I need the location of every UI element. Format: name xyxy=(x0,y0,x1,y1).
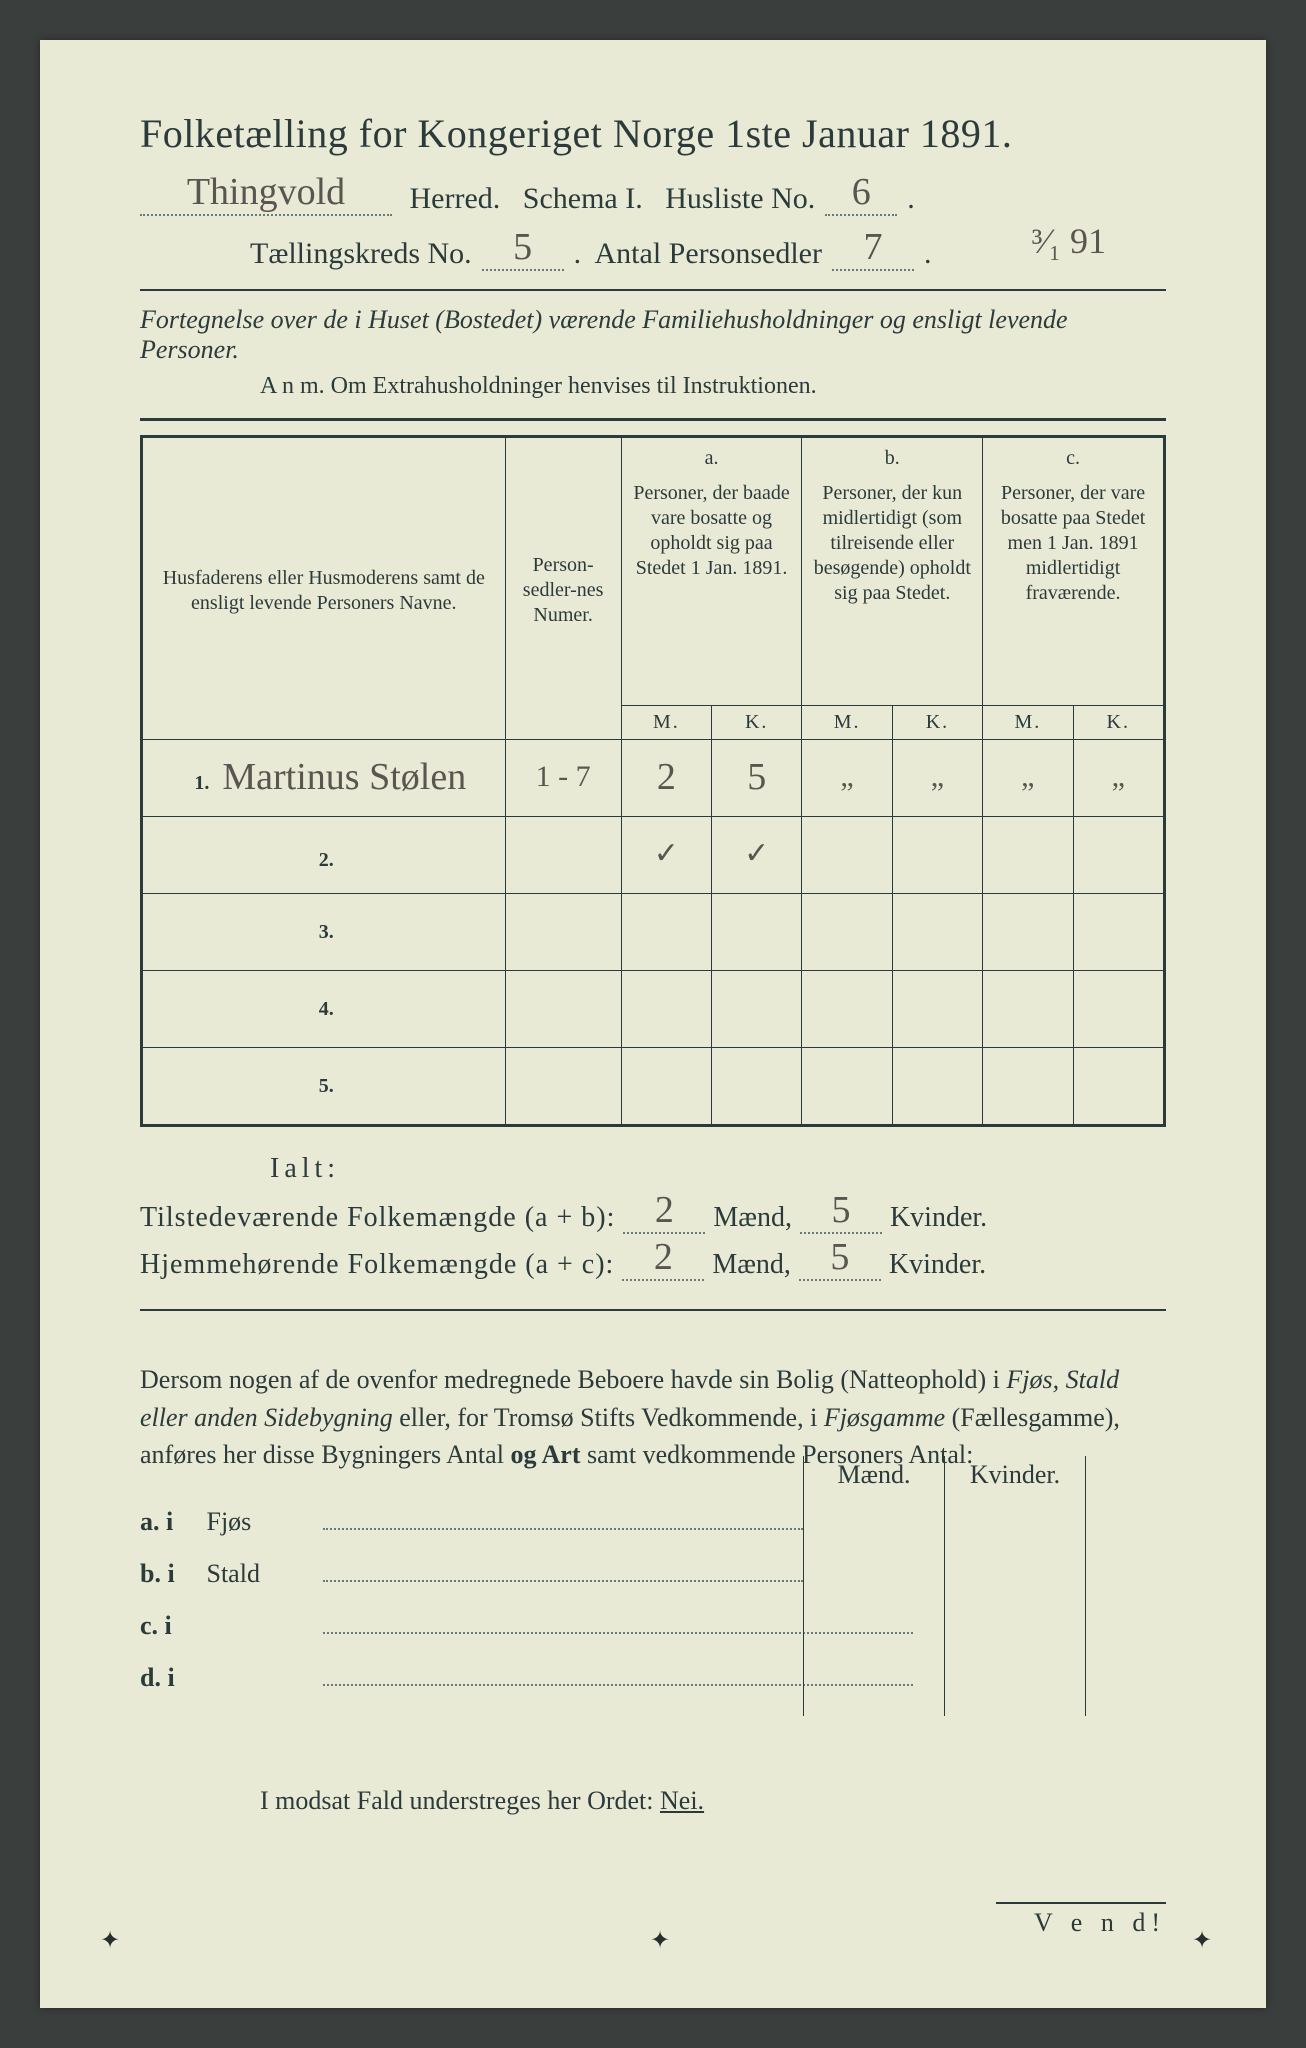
total-ab-label: Tilstedeværende Folkemængde (a + b): xyxy=(140,1202,615,1234)
cell-aK: 5 xyxy=(747,756,766,798)
cell-bM xyxy=(802,817,892,894)
col-maend: Mænd. xyxy=(804,1456,945,1716)
maend-label: Mænd, xyxy=(712,1249,791,1281)
nei-line: I modsat Fald understreges her Ordet: Ne… xyxy=(260,1786,1166,1816)
subcol-m: M. xyxy=(983,706,1073,740)
cell-cM: „ xyxy=(1021,760,1034,793)
household-name: Martinus Stølen xyxy=(222,756,466,798)
table-row: 5. xyxy=(142,1048,1165,1126)
row-number: 5. xyxy=(306,1074,334,1099)
anm-note: A n m. Om Extrahusholdninger henvises ti… xyxy=(260,373,1166,400)
ialt-label: Ialt: xyxy=(270,1153,1166,1185)
col-group-b: Personer, der kun midlertidigt (som tilr… xyxy=(802,475,983,706)
total-ab-m: 2 xyxy=(655,1189,674,1231)
pin-mark: ✦ xyxy=(1192,1934,1206,1948)
row-number: 3. xyxy=(306,920,334,945)
maend-label: Mænd, xyxy=(713,1202,792,1234)
subcol-k: K. xyxy=(712,706,802,740)
kvinder-label: Kvinder. xyxy=(890,1202,987,1234)
total-ac-label: Hjemmehørende Folkemængde (a + c): xyxy=(140,1249,614,1281)
col-group-a: Personer, der baade vare bosatte og opho… xyxy=(621,475,802,706)
household-table: Husfaderens eller Husmoderens samt de en… xyxy=(140,435,1166,1127)
col-group-a-tag: a. xyxy=(621,437,802,476)
cell-bM: „ xyxy=(840,760,853,793)
cell-cK: „ xyxy=(1112,760,1125,793)
page-title: Folketælling for Kongeriget Norge 1ste J… xyxy=(140,110,1166,157)
document-paper: ✦ ✦ ✦ Folketælling for Kongeriget Norge … xyxy=(40,40,1266,2008)
divider xyxy=(140,1309,1166,1311)
subcol-m: M. xyxy=(621,706,711,740)
personsedler-value: 7 xyxy=(863,226,882,268)
subcol-m: M. xyxy=(802,706,892,740)
col-group-b-tag: b. xyxy=(802,437,983,476)
subheading: Fortegnelse over de i Huset (Bostedet) v… xyxy=(140,305,1166,365)
subcol-k: K. xyxy=(892,706,982,740)
mk-columns: Mænd. Kvinder. xyxy=(803,1456,1086,1716)
col-header-name: Husfaderens eller Husmoderens samt de en… xyxy=(142,437,506,740)
total-ac-k: 5 xyxy=(830,1236,849,1278)
table-row: 3. xyxy=(142,894,1165,971)
herred-value: Thingvold xyxy=(187,171,345,213)
col-kvinder: Kvinder. xyxy=(945,1456,1085,1716)
pin-mark: ✦ xyxy=(100,1934,114,1948)
row-number: 4. xyxy=(306,997,334,1022)
header-line-1: Thingvold Herred. Schema I. Husliste No.… xyxy=(140,175,1166,216)
content-area: Folketælling for Kongeriget Norge 1ste J… xyxy=(140,110,1166,1816)
personsedler-label: . Antal Personsedler xyxy=(574,237,822,271)
divider xyxy=(140,289,1166,291)
cell-aM: 2 xyxy=(657,756,676,798)
col-group-c: Personer, der vare bosatte paa Stedet me… xyxy=(983,475,1165,706)
cell-bK: „ xyxy=(931,760,944,793)
period: . xyxy=(924,237,932,271)
margin-date: ³⁄₁ 91 xyxy=(1032,220,1106,262)
kvinder-label: Kvinder. xyxy=(889,1249,986,1281)
table-row: 1. Martinus Stølen 1 - 7 2 5 „ „ „ „ xyxy=(142,740,1165,817)
cell-aK: ✓ xyxy=(744,837,769,870)
herred-label: Herred. Schema I. Husliste No. xyxy=(402,182,815,216)
col-group-c-tag: c. xyxy=(983,437,1165,476)
row-number: 1. xyxy=(181,771,209,796)
kreds-value: 5 xyxy=(513,226,532,268)
cell-cK xyxy=(1073,817,1164,894)
cell-bK xyxy=(892,817,982,894)
table-row: 2. ✓ ✓ xyxy=(142,817,1165,894)
kreds-label: Tællingskreds No. xyxy=(250,237,472,271)
table-row: 4. xyxy=(142,971,1165,1048)
divider-heavy xyxy=(140,418,1166,421)
total-line-ab: Tilstedeværende Folkemængde (a + b): 2 M… xyxy=(140,1193,1166,1234)
col-header-number: Person-sedler-nes Numer. xyxy=(505,437,621,740)
husliste-value: 6 xyxy=(852,171,871,213)
total-line-ac: Hjemmehørende Folkemængde (a + c): 2 Mæn… xyxy=(140,1240,1166,1281)
header-line-2: Tællingskreds No. 5 . Antal Personsedler… xyxy=(250,230,1166,271)
turn-over: V e n d! xyxy=(996,1902,1166,1938)
total-ab-k: 5 xyxy=(831,1189,850,1231)
subcol-k: K. xyxy=(1073,706,1164,740)
cell-cM xyxy=(983,817,1073,894)
pin-mark: ✦ xyxy=(650,1934,664,1948)
period: . xyxy=(907,182,915,216)
nei-word: Nei. xyxy=(660,1786,704,1815)
outbuilding-box: Mænd. Kvinder. a. i Fjøs b. i Stald c. i xyxy=(140,1496,1166,1726)
row-number: 2. xyxy=(306,848,334,873)
cell-num: 1 - 7 xyxy=(536,760,591,793)
cell-aM: ✓ xyxy=(654,837,679,870)
total-ac-m: 2 xyxy=(654,1236,673,1278)
